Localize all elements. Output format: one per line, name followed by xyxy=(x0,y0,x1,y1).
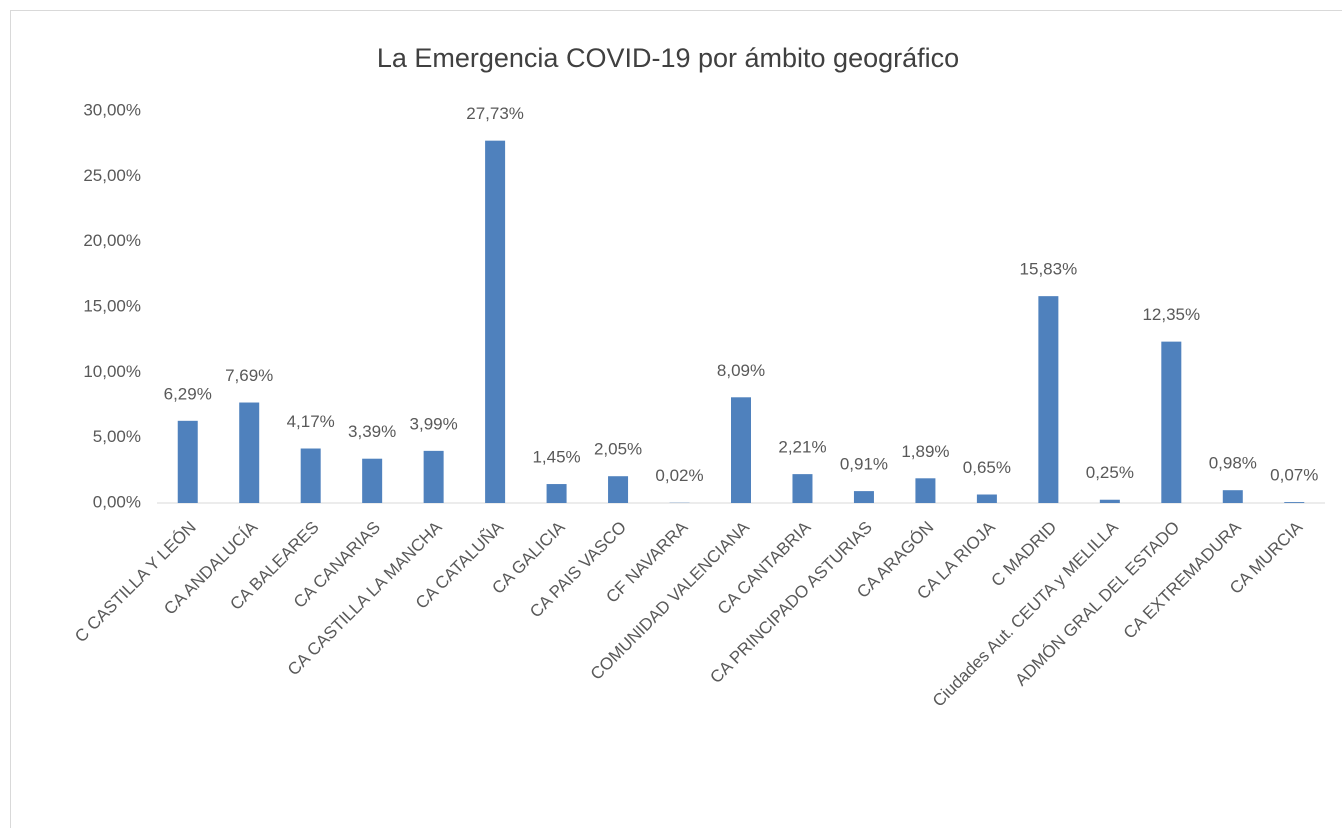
data-label: 0,02% xyxy=(655,466,703,485)
bar xyxy=(239,402,260,503)
y-tick-label: 25,00% xyxy=(83,166,141,185)
bar xyxy=(177,420,198,503)
data-label: 27,73% xyxy=(466,104,524,123)
data-label: 0,98% xyxy=(1209,454,1257,473)
x-tick-label: C CASTILLA Y LEÓN xyxy=(71,518,200,647)
data-label: 1,89% xyxy=(901,442,949,461)
bar xyxy=(608,476,629,503)
data-label: 15,83% xyxy=(1020,260,1078,279)
data-label: 3,99% xyxy=(410,414,458,433)
data-label: 7,69% xyxy=(225,366,273,385)
y-tick-label: 15,00% xyxy=(83,296,141,315)
y-tick-label: 5,00% xyxy=(93,427,141,446)
x-tick-label: CA EXTREMADURA xyxy=(1120,517,1245,642)
y-tick-label: 10,00% xyxy=(83,362,141,381)
bar xyxy=(300,448,321,503)
data-label: 0,25% xyxy=(1086,463,1134,482)
data-label: 0,91% xyxy=(840,455,888,474)
chart-border xyxy=(10,10,1342,828)
bar xyxy=(1222,490,1243,503)
y-tick-label: 20,00% xyxy=(83,231,141,250)
data-label: 12,35% xyxy=(1142,305,1200,324)
data-label: 2,05% xyxy=(594,440,642,459)
data-label: 2,21% xyxy=(778,438,826,457)
data-label: 6,29% xyxy=(164,384,212,403)
data-label: 8,09% xyxy=(717,361,765,380)
y-tick-label: 30,00% xyxy=(83,100,141,119)
bar xyxy=(485,140,506,504)
y-tick-label: 0,00% xyxy=(93,492,141,511)
data-label: 1,45% xyxy=(532,448,580,467)
data-label: 0,65% xyxy=(963,458,1011,477)
bar xyxy=(1161,341,1182,503)
bar xyxy=(1284,502,1305,503)
data-label: 4,17% xyxy=(287,412,335,431)
bar xyxy=(853,491,874,503)
bar xyxy=(362,458,383,503)
bar xyxy=(1038,296,1059,503)
bar xyxy=(1099,499,1120,503)
bar xyxy=(976,494,997,503)
bar xyxy=(792,474,813,503)
chart-title: La Emergencia COVID-19 por ámbito geográ… xyxy=(377,43,959,73)
bar xyxy=(423,450,444,503)
bar xyxy=(915,478,936,503)
data-label: 3,39% xyxy=(348,422,396,441)
bar xyxy=(546,484,567,503)
data-label: 0,07% xyxy=(1270,466,1318,485)
bar xyxy=(731,397,751,503)
